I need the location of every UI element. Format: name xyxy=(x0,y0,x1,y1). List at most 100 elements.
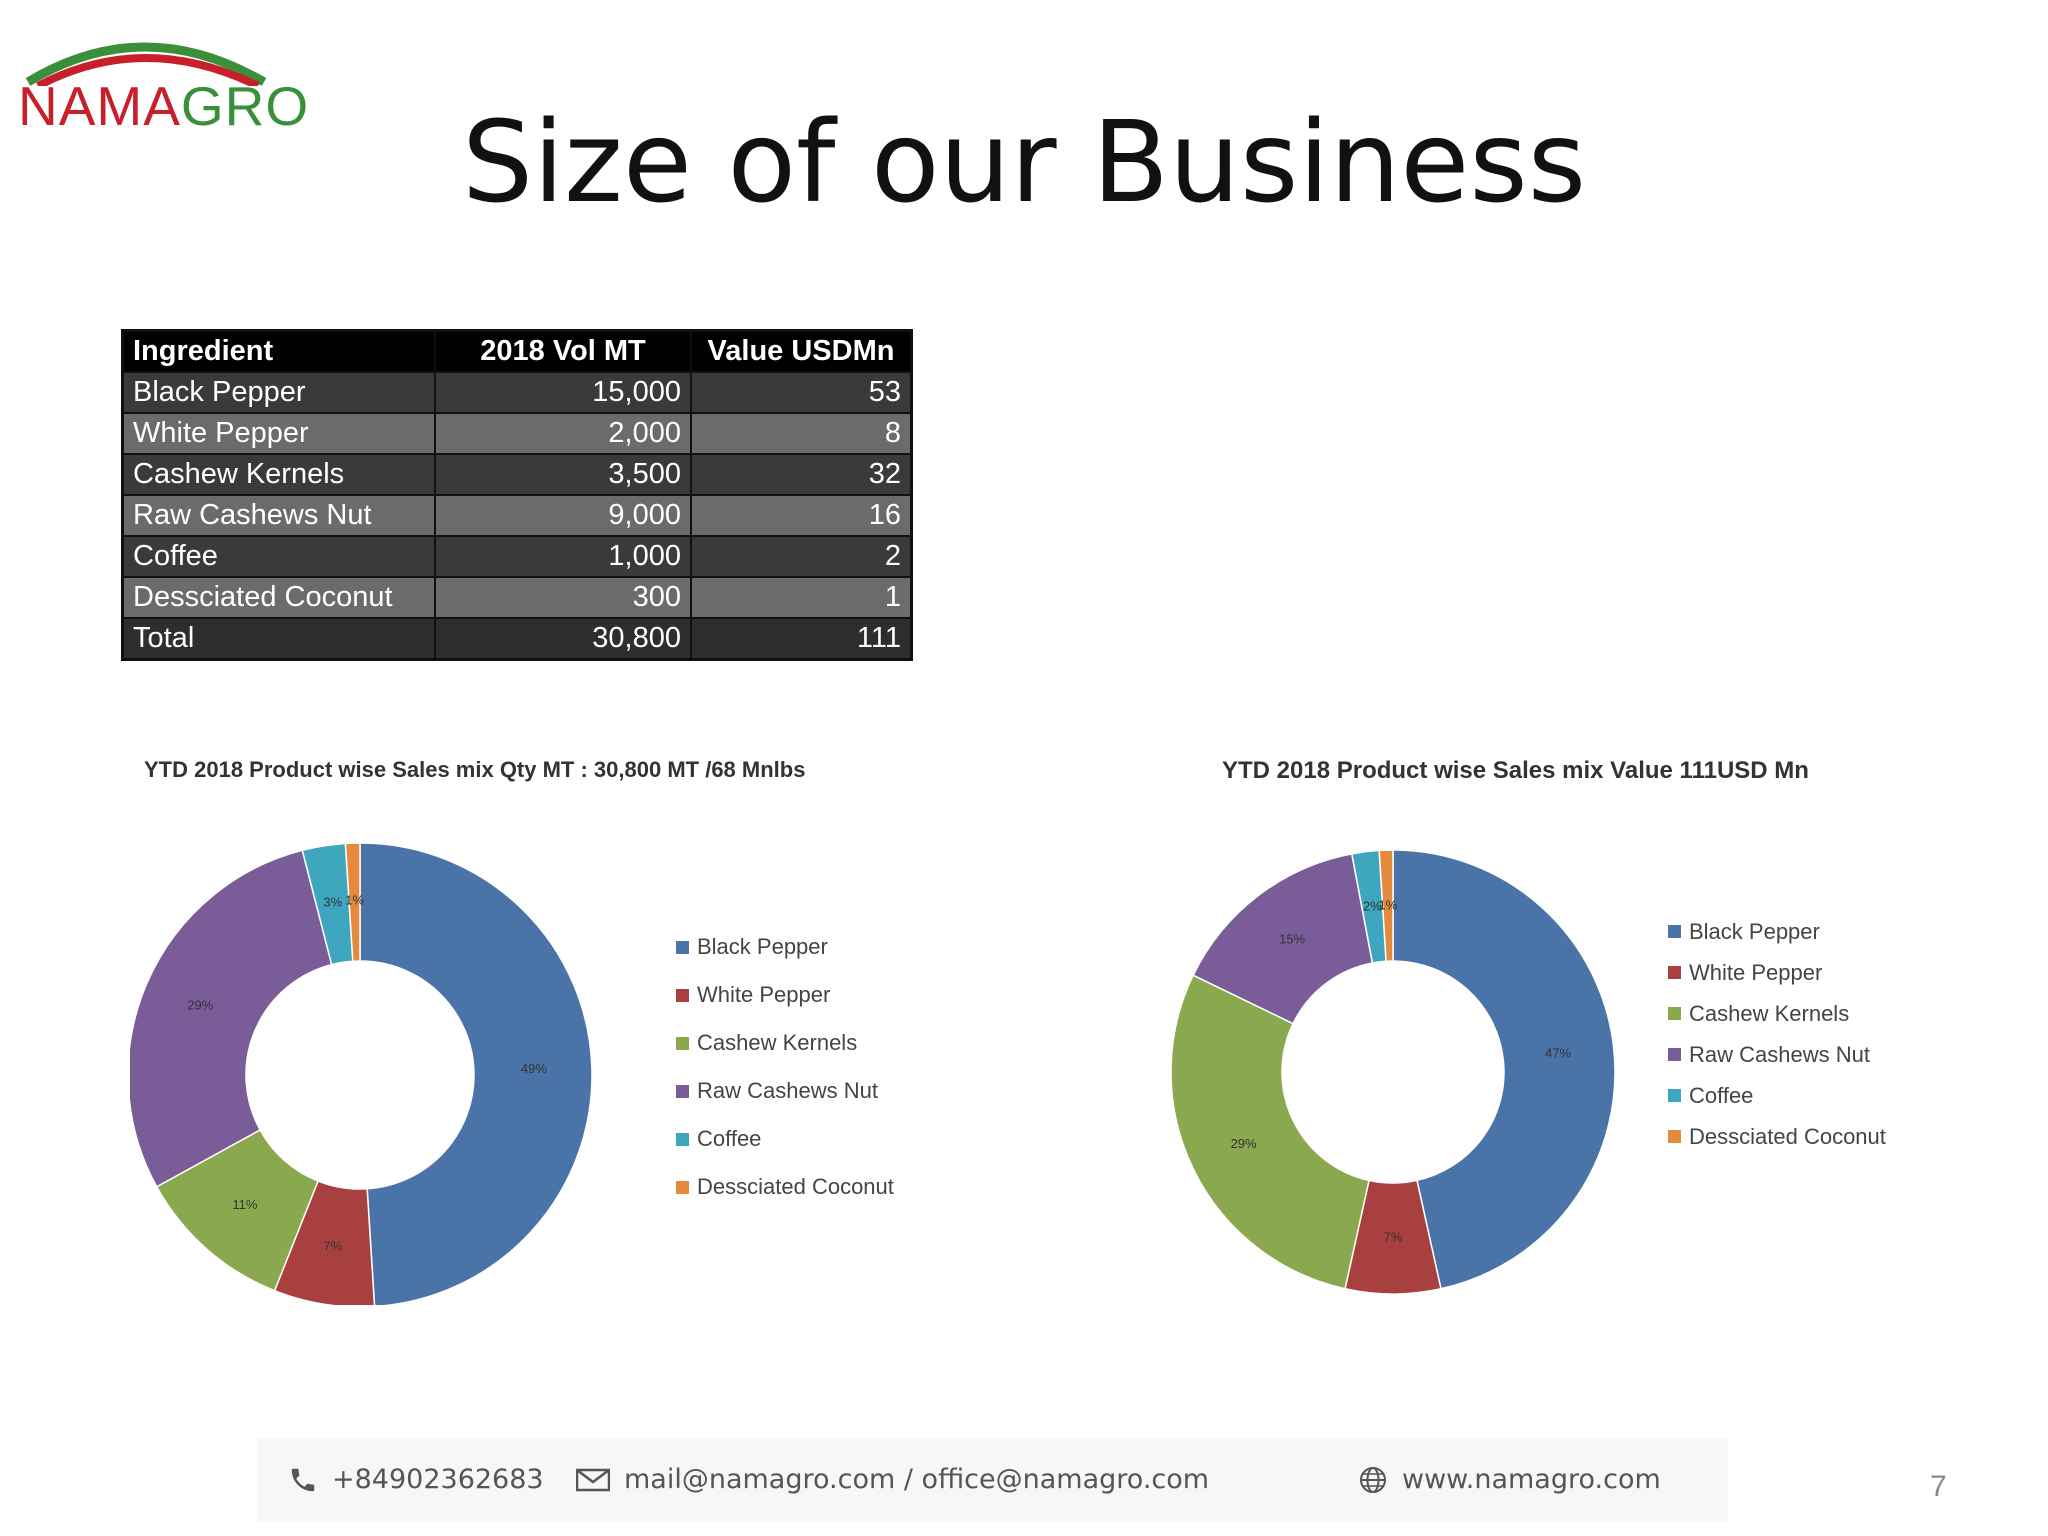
footer-website[interactable]: www.namagro.com xyxy=(1358,1464,1661,1495)
legend-swatch xyxy=(1668,1089,1681,1102)
table-cell: Black Pepper xyxy=(121,371,436,414)
table-cell: 53 xyxy=(690,371,913,414)
legend-swatch xyxy=(676,1084,689,1098)
table-row: Coffee 1,000 2 xyxy=(121,535,913,578)
legend-label: White Pepper xyxy=(697,982,831,1007)
legend-swatch xyxy=(676,1036,689,1050)
table-row: Cashew Kernels 3,500 32 xyxy=(121,453,913,496)
table-cell: 30,800 xyxy=(434,617,692,661)
table-cell: 300 xyxy=(434,576,692,619)
qty-chart-legend: Black Pepper White Pepper Cashew Kernels Ra… xyxy=(676,923,894,1211)
footer-email[interactable]: mail@namagro.com / office@namagro.com xyxy=(576,1464,1209,1495)
logo-text: NAMAGRO xyxy=(18,74,309,138)
legend-item: Coffee xyxy=(1668,1075,1886,1116)
slice-label: 11% xyxy=(232,1197,257,1212)
table-cell: 1 xyxy=(690,576,913,619)
legend-item: Raw Cashews Nut xyxy=(676,1067,894,1115)
donut-slice xyxy=(344,842,361,963)
footer-email-text[interactable]: mail@namagro.com / office@namagro.com xyxy=(624,1464,1210,1495)
legend-label: Coffee xyxy=(697,1126,762,1151)
legend-label: Raw Cashews Nut xyxy=(1689,1041,1870,1067)
legend-swatch xyxy=(676,1180,689,1194)
slice-label: 7% xyxy=(1384,1229,1403,1244)
table-cell: 16 xyxy=(690,494,913,537)
page-title: Size of our Business xyxy=(461,98,1587,228)
page-number: 7 xyxy=(1930,1470,1947,1503)
table-cell: Cashew Kernels xyxy=(121,453,436,496)
legend-swatch xyxy=(676,1132,689,1146)
table-cell: 32 xyxy=(690,453,913,496)
footer-website-text[interactable]: www.namagro.com xyxy=(1402,1464,1661,1495)
legend-item: Dessciated Coconut xyxy=(1668,1116,1886,1157)
table-row: White Pepper 2,000 8 xyxy=(121,412,913,455)
legend-label: Dessciated Coconut xyxy=(697,1174,894,1199)
table-cell: 2 xyxy=(690,535,913,578)
table-header-ingredient: Ingredient xyxy=(121,329,436,373)
slice-label: 29% xyxy=(1231,1136,1257,1151)
table-cell: 8 xyxy=(690,412,913,455)
legend-label: Raw Cashews Nut xyxy=(697,1078,878,1103)
table-cell: 2,000 xyxy=(434,412,692,455)
legend-item: White Pepper xyxy=(676,971,894,1019)
table-header-row: Ingredient 2018 Vol MT Value USDMn xyxy=(121,329,913,373)
donut-slice xyxy=(1192,852,1374,1025)
legend-label: Black Pepper xyxy=(697,934,828,959)
slice-label: 15% xyxy=(1279,932,1305,947)
logo-arc-icon xyxy=(25,42,267,86)
qty-chart-title: YTD 2018 Product wise Sales mix Qty MT :… xyxy=(144,757,806,782)
legend-label: Dessciated Coconut xyxy=(1689,1123,1886,1149)
logo-text-part2: GRO xyxy=(180,75,310,137)
legend-label: Cashew Kernels xyxy=(697,1030,858,1055)
legend-item: Black Pepper xyxy=(676,923,894,971)
legend-label: Cashew Kernels xyxy=(1689,1000,1850,1026)
business-table: Ingredient 2018 Vol MT Value USDMn Black… xyxy=(121,329,913,661)
legend-swatch xyxy=(1668,966,1681,979)
table-cell: White Pepper xyxy=(121,412,436,455)
legend-item: Coffee xyxy=(676,1115,894,1163)
footer-phone-text: +84902362683 xyxy=(332,1464,544,1495)
footer-bar: +84902362683 mail@namagro.com / office@n… xyxy=(258,1438,1728,1522)
qty-donut-chart: 49% 7% 11% 29% 3% 1% xyxy=(130,842,593,1305)
legend-swatch xyxy=(1668,925,1681,938)
slice-label: 3% xyxy=(323,895,342,910)
value-chart: YTD 2018 Product wise Sales mix Value 11… xyxy=(1150,745,1970,1325)
table-cell: 9,000 xyxy=(434,494,692,537)
legend-item: Cashew Kernels xyxy=(676,1019,894,1067)
legend-label: Black Pepper xyxy=(1689,918,1820,944)
value-chart-legend: Black Pepper White Pepper Cashew Kernels Ra… xyxy=(1668,911,1886,1157)
table-header-volume: 2018 Vol MT xyxy=(434,329,692,373)
table-cell: Raw Cashews Nut xyxy=(121,494,436,537)
table-total-row: Total 30,800 111 xyxy=(121,617,913,661)
table-cell: 1,000 xyxy=(434,535,692,578)
slice-label: 2% xyxy=(1363,899,1382,914)
legend-swatch xyxy=(1668,1007,1681,1020)
legend-item: Black Pepper xyxy=(1668,911,1886,952)
slice-label: 1% xyxy=(345,893,364,908)
donut-slice xyxy=(1170,974,1370,1290)
slice-label: 49% xyxy=(521,1061,547,1076)
table-row: Black Pepper 15,000 53 xyxy=(121,371,913,414)
value-donut-chart: 47% 7% 29% 15% 2%1% xyxy=(1170,849,1616,1295)
legend-label: Coffee xyxy=(1689,1082,1754,1108)
table-cell: 3,500 xyxy=(434,453,692,496)
legend-swatch xyxy=(1668,1048,1681,1061)
legend-label: White Pepper xyxy=(1689,959,1823,985)
legend-swatch xyxy=(676,940,689,954)
slice-label: 7% xyxy=(323,1238,342,1253)
legend-item: Cashew Kernels xyxy=(1668,993,1886,1034)
qty-chart: YTD 2018 Product wise Sales mix Qty MT :… xyxy=(130,745,930,1325)
table-cell: Dessciated Coconut xyxy=(121,576,436,619)
slice-label: 47% xyxy=(1545,1045,1571,1060)
donut-slice xyxy=(1392,849,1616,1290)
donut-slice xyxy=(130,849,333,1188)
table-row: Raw Cashews Nut 9,000 16 xyxy=(121,494,913,537)
globe-icon xyxy=(1360,1466,1386,1493)
table-cell: 111 xyxy=(690,617,913,661)
donut-slice xyxy=(359,842,593,1305)
namagro-logo: NAMAGRO xyxy=(14,26,308,137)
table-row: Dessciated Coconut 300 1 xyxy=(121,576,913,619)
table-cell: Coffee xyxy=(121,535,436,578)
legend-swatch xyxy=(1668,1130,1681,1143)
footer-phone: +84902362683 xyxy=(288,1464,544,1495)
table-cell: Total xyxy=(121,617,436,661)
